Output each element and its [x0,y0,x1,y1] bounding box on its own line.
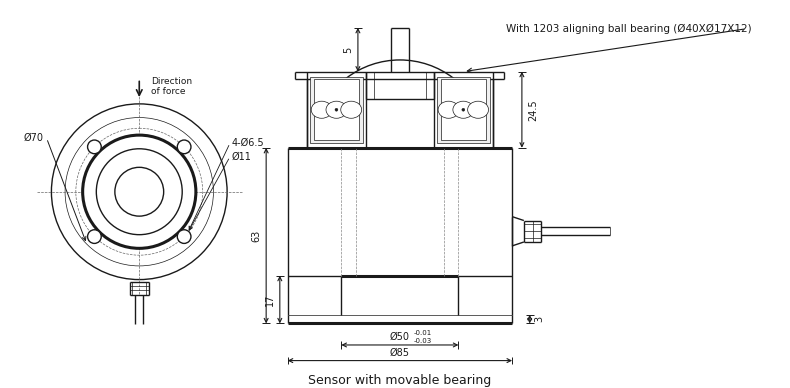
Ellipse shape [468,101,488,118]
Text: Direction
of force: Direction of force [151,76,192,96]
Ellipse shape [453,101,474,118]
Text: With 1203 aligning ball bearing (Ø40XØ17X12): With 1203 aligning ball bearing (Ø40XØ17… [506,24,751,34]
Circle shape [83,135,196,248]
Text: -0.01
-0.03: -0.01 -0.03 [413,331,432,344]
Circle shape [335,108,338,111]
Text: Sensor with movable bearing: Sensor with movable bearing [308,374,491,386]
Text: 17: 17 [265,293,275,306]
Text: Ø11: Ø11 [232,152,252,161]
Ellipse shape [438,101,459,118]
Ellipse shape [326,101,347,118]
Text: Ø70: Ø70 [24,133,43,143]
Text: 24.5: 24.5 [529,99,539,121]
Bar [314,80,359,140]
Circle shape [177,230,191,243]
Text: 5: 5 [343,47,353,53]
Ellipse shape [340,101,362,118]
Ellipse shape [311,101,332,118]
Circle shape [51,104,227,280]
Bar [310,76,363,143]
Circle shape [88,140,101,154]
Circle shape [177,140,191,154]
Text: 63: 63 [251,230,261,242]
Circle shape [115,167,164,216]
Circle shape [96,149,182,235]
Bar [441,80,486,140]
Text: Ø50: Ø50 [390,332,410,342]
Bar [437,76,490,143]
Circle shape [65,118,213,266]
Text: 4-Ø6.5: 4-Ø6.5 [232,138,265,148]
Text: 3: 3 [535,316,544,322]
Text: Ø85: Ø85 [390,348,410,358]
Circle shape [88,230,101,243]
Circle shape [462,108,465,111]
